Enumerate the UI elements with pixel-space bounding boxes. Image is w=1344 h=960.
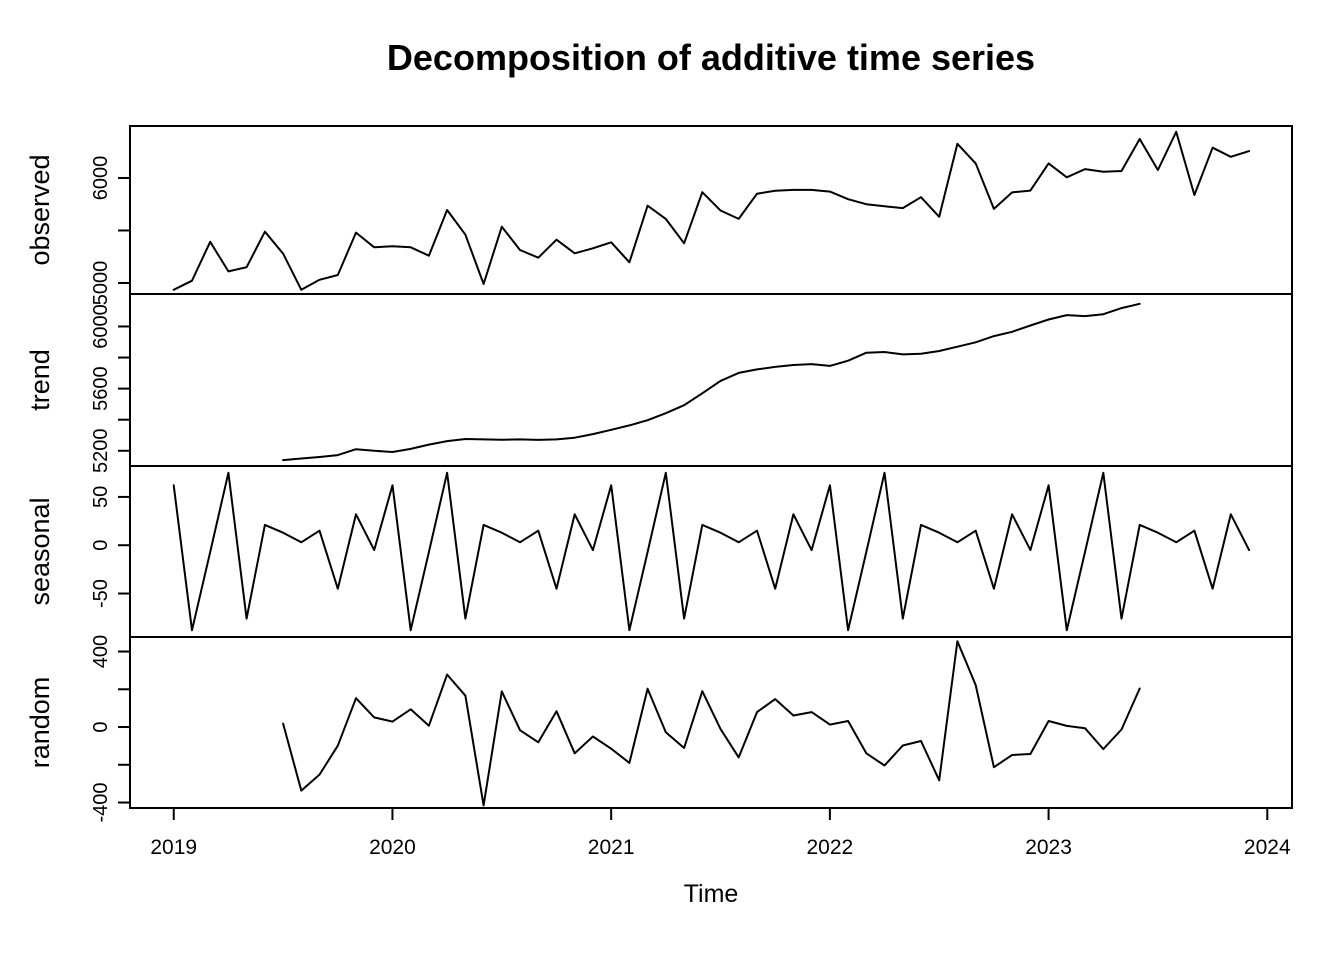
observed-series-line [172,130,1251,291]
panel-label-seasonal: seasonal [25,497,55,605]
panel-label-observed: observed [25,154,55,265]
x-axis-title: Time [684,880,739,908]
seasonal-series-line [172,471,1251,632]
panel-label-random: random [25,677,55,769]
y-axis-tick-label: 0 [90,540,112,551]
y-axis-tick-label: 5200 [90,429,112,474]
y-axis-tick-label: -50 [90,579,112,608]
x-axis-tick-label: 2024 [1244,836,1291,859]
x-axis-tick-label: 2023 [1025,836,1072,859]
y-axis-tick-label: 400 [90,635,112,668]
y-axis-tick-label: 6000 [90,156,112,201]
y-axis-tick-label: 50 [90,486,112,508]
x-axis-tick-label: 2021 [588,836,635,859]
y-axis-tick-label: 5600 [90,366,112,411]
x-axis-tick-label: 2022 [807,836,854,859]
y-axis-tick-label: 6000 [90,304,112,349]
x-axis-tick-label: 2020 [369,836,416,859]
y-axis-tick-label: 5000 [90,261,112,306]
y-axis-tick-label: 0 [90,721,112,732]
trend-series-line [282,302,1141,462]
chart-title: Decomposition of additive time series [387,37,1035,78]
panel-label-trend: trend [25,349,55,411]
random-series-line [282,640,1141,807]
x-axis-tick-label: 2019 [150,836,197,859]
y-axis-tick-label: -400 [90,783,112,823]
plot-area: 2019 2020 2021 2022 2023 202450006000observed… [25,125,1293,859]
